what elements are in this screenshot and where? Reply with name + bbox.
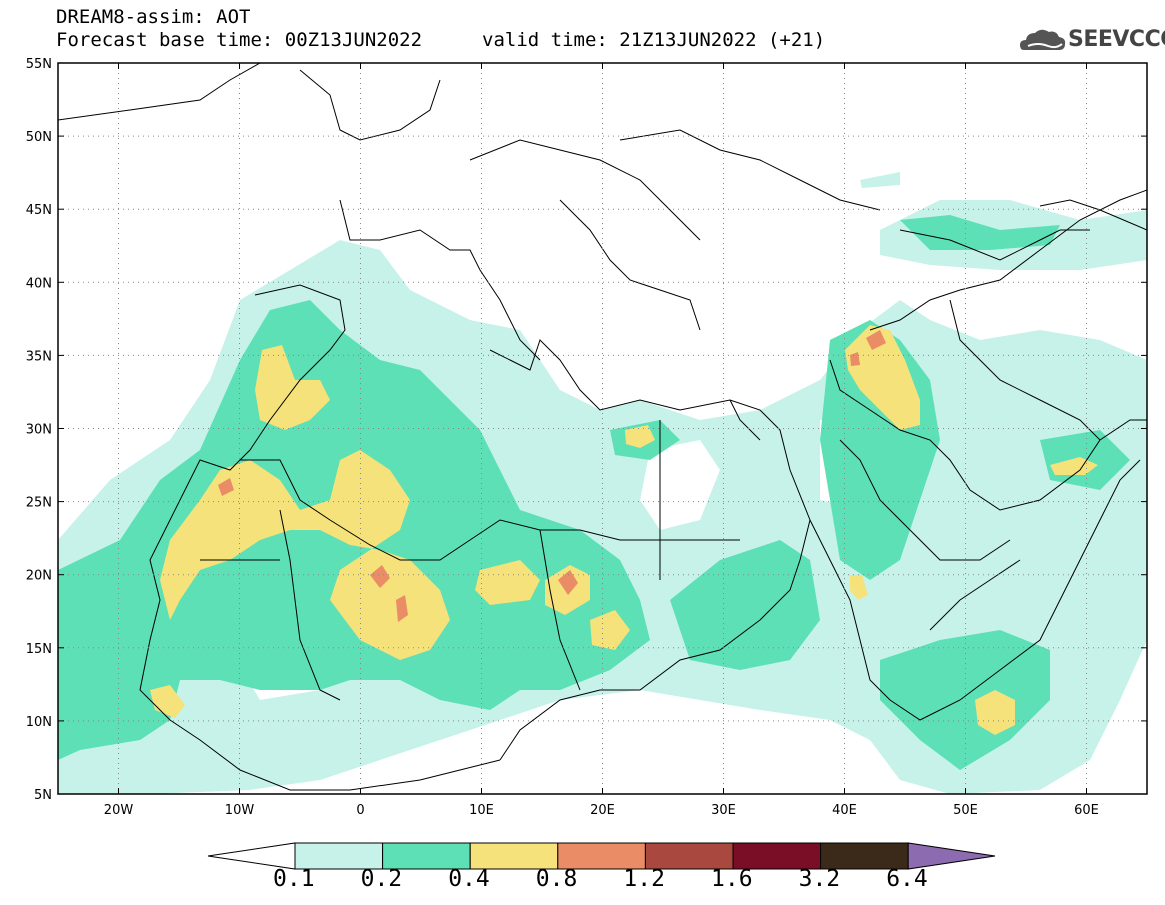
lat-label: 25N	[26, 496, 52, 511]
longitude-labels: 20W 10W 0 10E 20E 30E 40E 50E 60E	[104, 803, 1099, 818]
lon-label: 50E	[953, 803, 978, 818]
lat-label: 35N	[26, 349, 52, 364]
aot-band-veryhigh-2	[370, 565, 390, 588]
colorbar-level-label: 1.2	[623, 866, 665, 892]
colorbar-level-label: 3.2	[798, 866, 841, 892]
lon-label: 10W	[225, 803, 255, 818]
aot-band-veryhigh-3	[396, 595, 408, 622]
map-title: DREAM8-assim: AOT	[56, 6, 251, 28]
logo-text: SEEVCCC	[1068, 27, 1165, 52]
aot-band-high-morocco	[255, 345, 330, 430]
aot-band-medium-caspian	[900, 215, 1060, 250]
base-time: Forecast base time: 00Z13JUN2022	[56, 29, 423, 51]
aot-band-high-yemen	[850, 575, 868, 600]
aot-band-light-north2	[860, 172, 900, 188]
colorbar-over-triangle	[907, 842, 996, 870]
aot-band-veryhigh-5	[866, 330, 886, 350]
lat-label: 55N	[26, 57, 52, 72]
lat-label: 40N	[26, 276, 52, 291]
lat-label: 30N	[26, 423, 52, 438]
lon-label: 30E	[711, 803, 736, 818]
colorbar-level-label: 1.6	[711, 866, 753, 892]
lon-label: 20W	[104, 803, 134, 818]
lon-label: 40E	[832, 803, 857, 818]
aot-band-high-sahara	[160, 450, 450, 660]
colorbar-level-label: 6.4	[886, 866, 928, 892]
forecast-times: Forecast base time: 00Z13JUN2022 valid ti…	[56, 29, 825, 51]
colorbar-box	[820, 842, 909, 870]
colorbar-box	[644, 842, 734, 870]
lon-label: 60E	[1074, 803, 1099, 818]
colorbar-box	[294, 842, 384, 870]
country-borders	[58, 63, 1147, 791]
lat-label: 15N	[26, 642, 52, 657]
aot-band-veryhigh-1	[218, 478, 234, 496]
lon-label: 0	[356, 803, 364, 818]
aot-band-high-iraq	[845, 325, 920, 430]
colorbar-box	[557, 842, 646, 870]
aot-band-medium-east	[670, 540, 820, 670]
aot-band-high-senegal	[150, 685, 185, 718]
colorbar-level-label: 0.8	[535, 866, 578, 892]
colorbar-boxes	[207, 842, 996, 870]
aot-band-high-libya	[625, 425, 655, 448]
lat-label: 10N	[26, 715, 52, 730]
latitude-labels: 55N 50N 45N 40N 35N 30N 25N 20N 15N 10N 5N	[26, 57, 52, 803]
aot-band-high-niger	[475, 560, 540, 605]
lat-lon-grid	[58, 63, 1147, 794]
lat-label: 45N	[26, 203, 52, 218]
axis-ticks	[58, 62, 1147, 795]
aot-band-veryhigh-6	[850, 352, 860, 366]
colorbar-level-label: 0.4	[448, 866, 490, 892]
cloud-logo-icon	[1020, 29, 1066, 50]
lon-label: 20E	[590, 803, 615, 818]
colorbar-level-label: 0.2	[360, 866, 403, 892]
lat-label: 5N	[34, 788, 52, 803]
colorbar-box	[382, 842, 471, 870]
aot-band-high-sudan	[590, 610, 630, 650]
colorbar-level-label: 0.1	[273, 866, 315, 892]
lat-label: 20N	[26, 569, 52, 584]
lat-label: 50N	[26, 130, 52, 145]
valid-time: valid time: 21Z13JUN2022 (+21)	[482, 29, 826, 51]
aot-band-high-somalia	[975, 690, 1015, 735]
colorbar-box	[469, 842, 559, 870]
lon-label: 10E	[469, 803, 494, 818]
aot-band-veryhigh-4	[558, 570, 578, 595]
